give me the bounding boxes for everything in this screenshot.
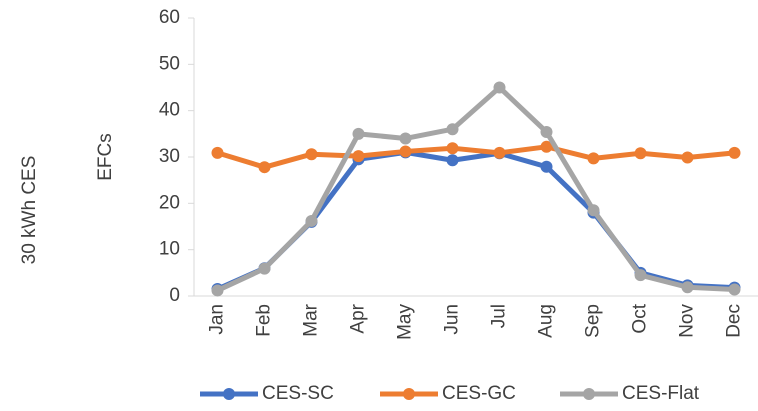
- data-point: [540, 125, 553, 138]
- data-point: [446, 123, 459, 136]
- x-tick-label: Feb: [254, 304, 275, 337]
- data-point: [211, 284, 224, 297]
- x-tick-label: Jan: [207, 304, 228, 335]
- y-tick-label: 20: [159, 192, 180, 213]
- x-tick-label: Nov: [677, 304, 698, 338]
- series-line: [216, 149, 735, 292]
- y-tick-label: 60: [159, 7, 180, 28]
- data-point: [728, 283, 741, 296]
- legend-label: CES-Flat: [622, 383, 700, 404]
- y-tick-label: 0: [169, 285, 180, 306]
- x-tick-label: Jul: [489, 304, 510, 328]
- data-point: [587, 204, 600, 217]
- legend-label: CES-GC: [442, 383, 516, 404]
- x-tick-label: Apr: [348, 303, 369, 333]
- data-point: [681, 281, 694, 294]
- data-point: [681, 151, 694, 164]
- x-tick-label: Oct: [630, 303, 651, 333]
- row-label: 30 kWh CES: [19, 156, 40, 265]
- data-point: [305, 148, 318, 161]
- data-point: [399, 145, 412, 158]
- data-point: [352, 150, 365, 163]
- x-tick-label: Mar: [301, 303, 322, 336]
- data-point: [728, 146, 741, 159]
- x-tick-label: Sep: [583, 304, 604, 338]
- series-line: [216, 144, 735, 170]
- series-line: [216, 85, 735, 293]
- y-tick-label: 30: [159, 146, 180, 167]
- x-tick-label: Dec: [724, 304, 745, 338]
- data-point: [587, 152, 600, 165]
- data-point: [493, 146, 506, 159]
- data-point: [352, 127, 365, 140]
- data-point: [540, 140, 553, 153]
- legend-marker: [223, 388, 235, 400]
- data-point: [540, 160, 553, 173]
- data-point: [258, 161, 271, 174]
- x-tick-label: Aug: [536, 304, 557, 338]
- y-axis-label: EFCs: [95, 133, 116, 181]
- x-tick-label: May: [395, 304, 416, 340]
- y-tick-label: 50: [159, 53, 180, 74]
- legend-marker: [583, 388, 595, 400]
- data-point: [399, 132, 412, 145]
- legend-marker: [403, 388, 415, 400]
- y-tick-label: 10: [159, 239, 180, 260]
- data-point: [634, 269, 647, 282]
- data-point: [634, 147, 647, 160]
- legend-label: CES-SC: [262, 383, 334, 404]
- data-point: [305, 214, 318, 227]
- data-point: [258, 262, 271, 275]
- data-point: [446, 154, 459, 167]
- data-point: [446, 142, 459, 155]
- data-point: [493, 81, 506, 94]
- data-point: [211, 146, 224, 159]
- x-tick-label: Jun: [442, 304, 463, 335]
- y-tick-label: 40: [159, 100, 180, 121]
